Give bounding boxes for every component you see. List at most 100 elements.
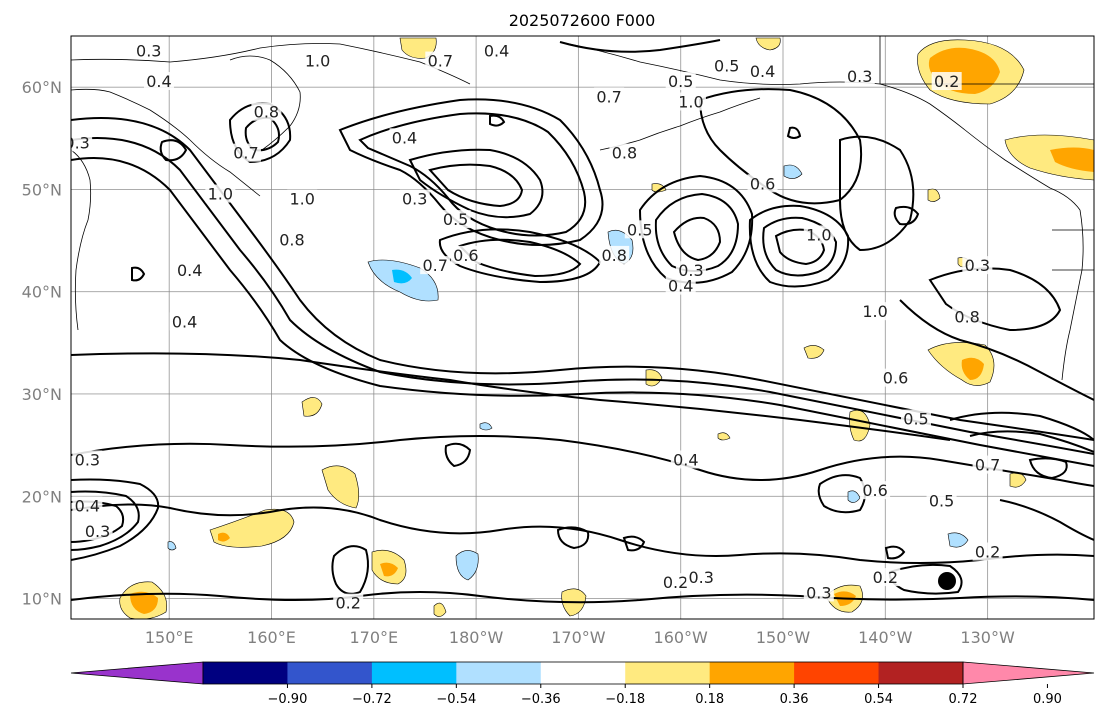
- contour-label: 0.8: [601, 246, 626, 265]
- contour-label: 0.4: [177, 261, 202, 280]
- colorbar-tick-label: 0.90: [1033, 692, 1062, 707]
- contour-label-background: [72, 496, 103, 515]
- colorbar-tick-label: −0.18: [605, 692, 645, 707]
- contour-label: 0.6: [750, 174, 775, 193]
- contour-label: 1.0: [305, 52, 330, 71]
- latitude-label: 20°N: [22, 487, 62, 506]
- contour-label-background: [450, 245, 481, 264]
- contour-label: 0.2: [336, 594, 361, 613]
- contour-label: 0.4: [172, 312, 197, 331]
- contour-label-background: [860, 302, 891, 321]
- latitude-label: 40°N: [22, 283, 62, 302]
- contour-label: 0.3: [806, 583, 831, 602]
- contour-label: 0.6: [862, 481, 887, 500]
- contour-labels: 0.30.40.31.00.40.70.80.71.0 1.00.80.40.40…: [71, 41, 1003, 613]
- colorbar-tick-label: −0.72: [352, 692, 392, 707]
- contour-label: 0.4: [673, 450, 698, 469]
- latitude-label: 30°N: [22, 385, 62, 404]
- contour-label-background: [594, 87, 625, 106]
- contour-label: 0.7: [596, 87, 621, 106]
- contour-label-background: [931, 72, 962, 91]
- contour-label-background: [675, 92, 706, 111]
- contour-label: 0.4: [484, 41, 509, 60]
- contour-label-background: [133, 41, 164, 60]
- contour-label: 0.4: [146, 72, 171, 91]
- contour-label: 0.5: [714, 57, 739, 76]
- contour-label-background: [389, 128, 420, 147]
- longitude-label: 130°W: [960, 628, 1015, 647]
- figure-title: 2025072600 F000: [509, 11, 656, 30]
- contour-label: 0.3: [688, 568, 713, 587]
- colorbar-segment: [878, 662, 964, 684]
- contour-label-background: [972, 455, 1003, 474]
- contour-label: 0.8: [954, 307, 979, 326]
- contour-label-background: [665, 276, 696, 295]
- contour-label-background: [143, 72, 174, 91]
- contour-label-background: [880, 368, 911, 387]
- contour-label: 0.5: [443, 210, 468, 229]
- contour-label: 0.6: [883, 369, 908, 388]
- contour-label-background: [870, 568, 901, 587]
- map-frame: [70, 35, 1095, 620]
- contour-label: 0.4: [75, 496, 100, 515]
- colorbar-segment: [287, 662, 373, 684]
- longitude-label: 150°E: [145, 628, 194, 647]
- contour-label-background: [440, 210, 471, 229]
- contour-label-background: [174, 261, 205, 280]
- latitude-label: 10°N: [22, 590, 62, 609]
- contour-label-background: [276, 230, 307, 249]
- longitude-label: 170°W: [551, 628, 606, 647]
- map-area: 0.30.40.31.00.40.70.80.71.0 1.00.80.40.40…: [71, 36, 1094, 619]
- contour-label: 0.7: [422, 256, 447, 275]
- contour-label-background: [803, 225, 834, 244]
- contour-lines: [71, 39, 1094, 604]
- latitude-label: 60°N: [22, 78, 62, 97]
- contour-label-background: [399, 189, 430, 208]
- contour-label-background: [952, 307, 983, 326]
- colorbar-tick-label: −0.54: [436, 692, 476, 707]
- contour-label: 0.8: [612, 144, 637, 163]
- longitude-labels: 150°E 160°E 170°E 180°W 170°W 160°W 150°W 140°W…: [145, 628, 1015, 647]
- longitude-label: 140°W: [858, 628, 913, 647]
- contour-label: 0.3: [847, 67, 872, 86]
- contour-label-background: [962, 256, 993, 275]
- contour-label-background: [624, 220, 655, 239]
- longitude-label: 180°W: [449, 628, 504, 647]
- contour-label-background: [481, 41, 512, 60]
- contour-label: 0.2: [934, 72, 959, 91]
- contour-label: 1.0: [208, 185, 233, 204]
- contour-label-background: [665, 72, 696, 91]
- contour-label: 1.0: [289, 190, 314, 209]
- colorbar-segment: [203, 662, 288, 684]
- contour-label-background: [747, 174, 778, 193]
- contour-label-background: [251, 102, 282, 121]
- colorbar: [70, 661, 1095, 685]
- longitude-label: 150°W: [756, 628, 811, 647]
- colorbar-max-extend: [962, 661, 1095, 685]
- contour-label-background: [205, 184, 236, 203]
- colorbar-segment: [709, 662, 795, 684]
- contour-label-background: [71, 133, 93, 152]
- contour-label-background: [82, 522, 113, 541]
- station-marker: [938, 572, 956, 590]
- colorbar-tick-label: 0.36: [780, 692, 809, 707]
- contour-label: 0.5: [929, 491, 954, 510]
- contour-label: 0.2: [873, 568, 898, 587]
- contour-label-background: [333, 593, 364, 612]
- longitude-label: 160°W: [654, 628, 709, 647]
- contour-label: 0.7: [975, 456, 1000, 475]
- longitude-label: 160°E: [247, 628, 296, 647]
- contour-label: 0.4: [668, 277, 693, 296]
- contour-label: 0.2: [975, 543, 1000, 562]
- contour-label: 1.0: [806, 225, 831, 244]
- contour-label-background: [711, 56, 742, 75]
- contour-label: 0.5: [903, 410, 928, 429]
- contour-label: 0.2: [663, 573, 688, 592]
- contour-label-background: [230, 143, 261, 162]
- contour-label: 0.3: [678, 261, 703, 280]
- longitude-label: 170°E: [349, 628, 398, 647]
- contour-label-background: [287, 189, 318, 208]
- colorbar-tick-label: 0.72: [949, 692, 978, 707]
- colorbar-outline: [202, 661, 964, 685]
- contour-label-background: [670, 450, 701, 469]
